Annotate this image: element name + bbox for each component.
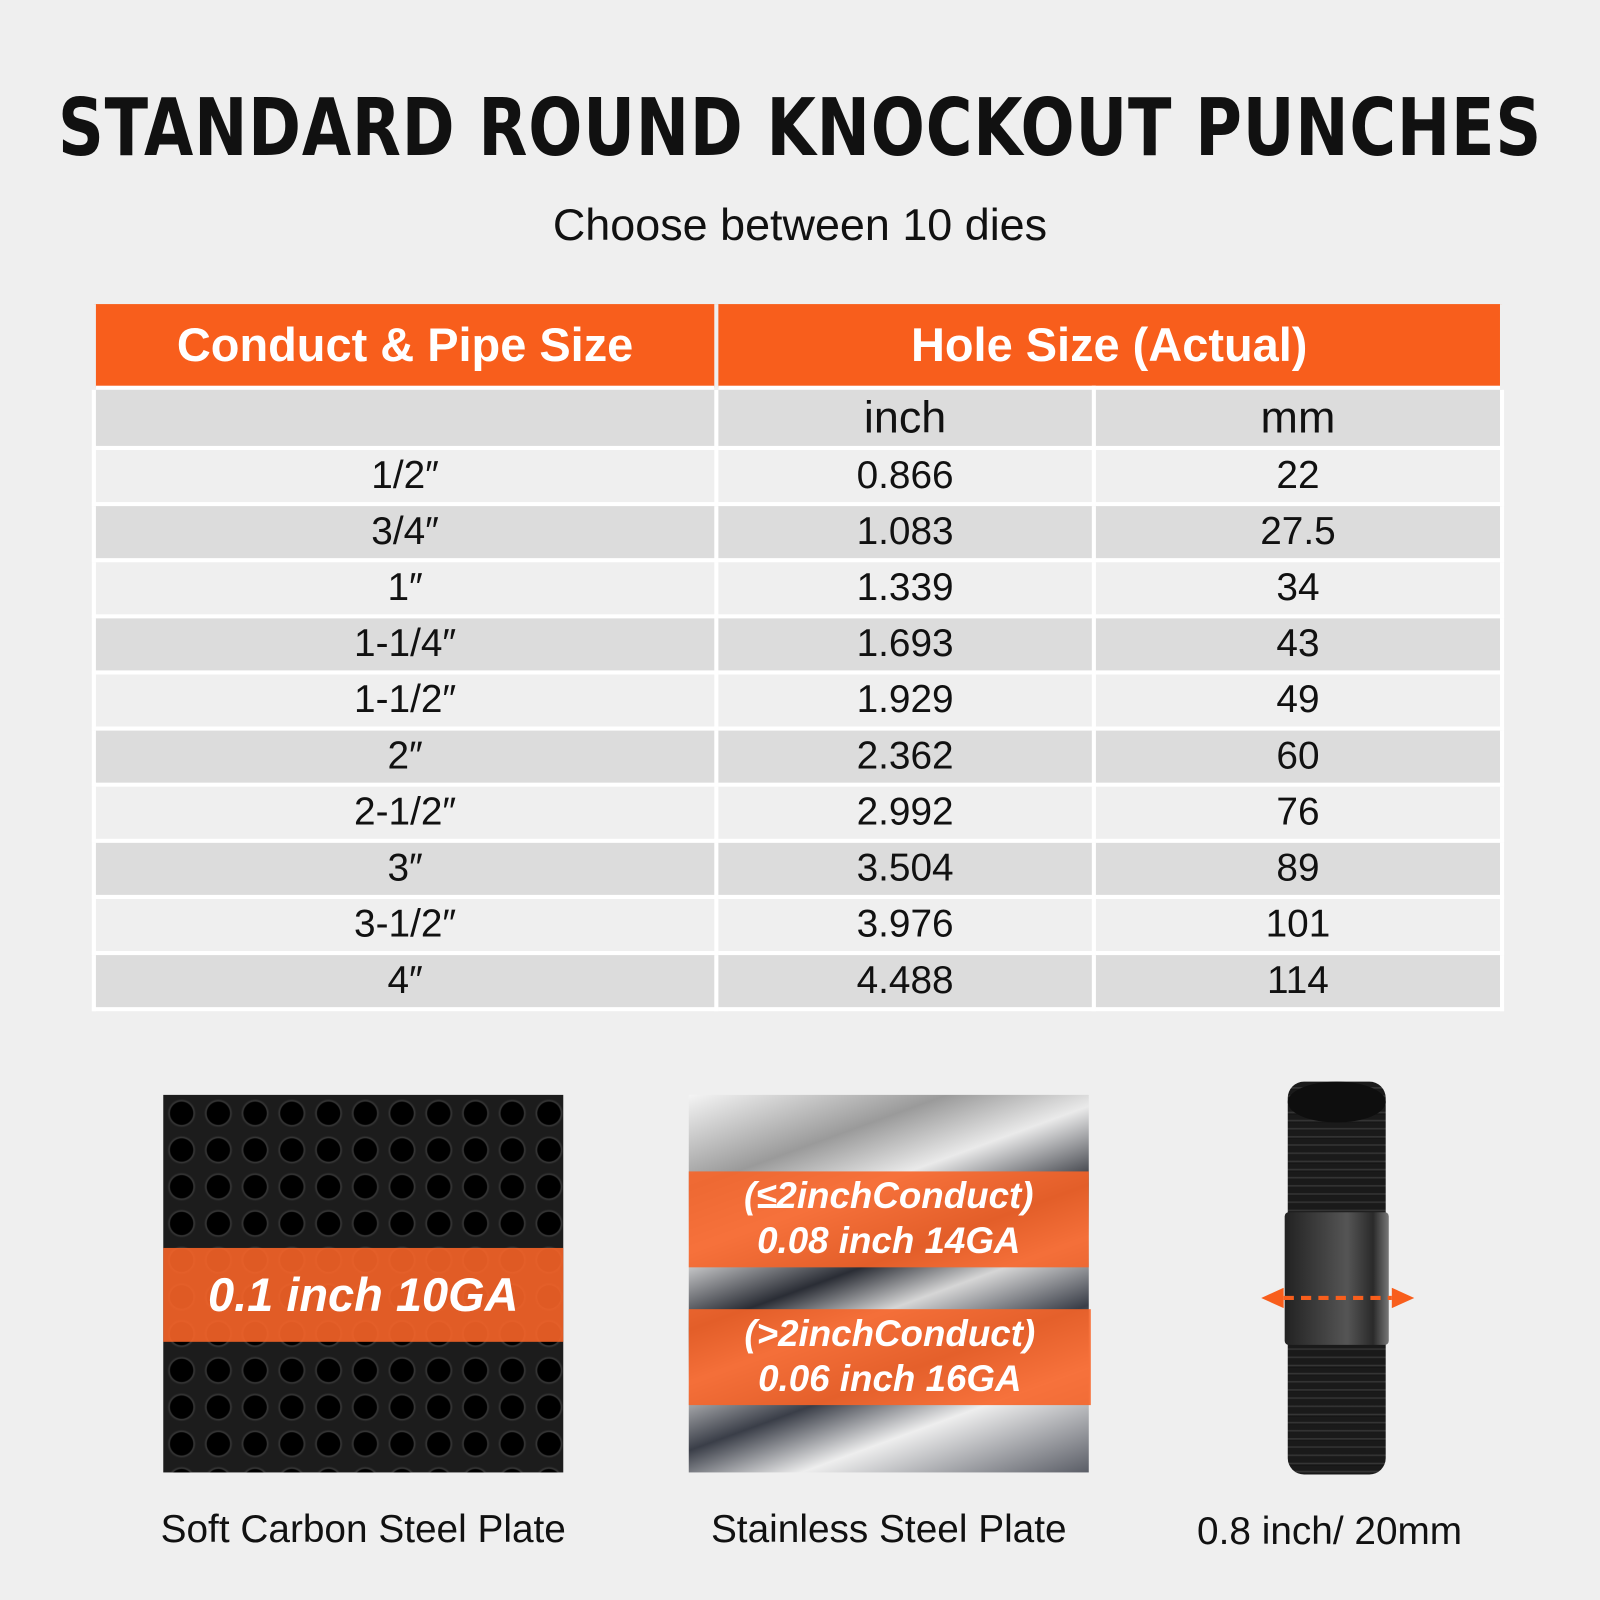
page-title: STANDARD ROUND KNOCKOUT PUNCHES (57, 82, 1542, 175)
inch-cell: 2.362 (714, 726, 1096, 787)
mm-cell: 43 (1091, 614, 1505, 675)
inch-cell: 0.866 (714, 445, 1096, 507)
inch-cell: 1.693 (714, 614, 1096, 675)
pipe-size-cell: 1/2″ (91, 445, 719, 507)
table-row: 4″ 4.488 114 (91, 951, 1505, 1012)
subheader-row: inch mm (91, 385, 1505, 450)
size-table: Conduct & Pipe Size Hole Size (Actual) i… (91, 304, 1505, 1012)
condition-label: (>2inchConduct) (744, 1312, 1036, 1355)
table-row: 1/2″ 0.866 22 (91, 445, 1505, 507)
mm-cell: 76 (1091, 782, 1505, 843)
table-row: 1-1/4″ 1.693 43 (91, 614, 1505, 675)
table-row: 1″ 1.339 34 (91, 558, 1505, 619)
inch-cell: 1.083 (714, 502, 1096, 563)
thickness-value: 0.06 inch 16GA (758, 1357, 1022, 1399)
pipe-size-cell: 3/4″ (91, 502, 719, 563)
inch-cell: 3.504 (714, 838, 1096, 899)
mm-cell: 34 (1091, 558, 1505, 619)
thickness-value: 0.08 inch 14GA (757, 1219, 1021, 1262)
caption-carbon-steel: Soft Carbon Steel Plate (160, 1508, 566, 1552)
inch-cell: 1.929 (714, 670, 1096, 731)
pipe-size-cell: 2-1/2″ (91, 782, 719, 843)
caption-stud-size: 0.8 inch/ 20mm (1197, 1510, 1463, 1554)
subheader-blank (91, 385, 719, 450)
pipe-size-cell: 4″ (91, 951, 719, 1012)
diameter-arrow-icon (1261, 1287, 1415, 1309)
condition-label: (≤2inchConduct) (743, 1174, 1034, 1217)
subheader-mm: mm (1091, 385, 1505, 450)
pipe-size-cell: 3″ (91, 838, 719, 899)
subheader-inch: inch (714, 385, 1096, 450)
table-row: 1-1/2″ 1.929 49 (91, 670, 1505, 731)
mm-cell: 27.5 (1091, 502, 1505, 563)
header-hole-size: Hole Size (Actual) (714, 304, 1505, 388)
pipe-size-cell: 1-1/4″ (91, 614, 719, 675)
mm-cell: 60 (1091, 726, 1505, 787)
pipe-size-cell: 1″ (91, 558, 719, 619)
stud-top (1287, 1081, 1386, 1123)
inch-cell: 3.976 (714, 894, 1096, 956)
mm-cell: 49 (1091, 670, 1505, 731)
caption-stainless-steel: Stainless Steel Plate (710, 1508, 1067, 1552)
mm-cell: 101 (1091, 894, 1505, 956)
mm-cell: 114 (1091, 951, 1505, 1012)
inch-cell: 4.488 (714, 951, 1096, 1012)
carbon-steel-plate-image: 0.1 inch 10GA (163, 1094, 564, 1473)
subtitle: Choose between 10 dies (552, 199, 1048, 250)
table-row: 3-1/2″ 3.976 101 (91, 894, 1505, 956)
stud-collar (1284, 1212, 1389, 1345)
mm-cell: 89 (1091, 838, 1505, 899)
thickness-label: 0.1 inch 10GA (163, 1247, 564, 1342)
table-row: 2-1/2″ 2.992 76 (91, 782, 1505, 843)
inch-cell: 1.339 (714, 558, 1096, 619)
pipe-size-cell: 3-1/2″ (91, 894, 719, 956)
mm-cell: 22 (1091, 445, 1505, 507)
header-pipe-size: Conduct & Pipe Size (91, 304, 719, 388)
table-row: 3″ 3.504 89 (91, 838, 1505, 899)
thickness-label-small: (≤2inchConduct) 0.08 inch 14GA (688, 1171, 1089, 1268)
stainless-steel-image: (≤2inchConduct) 0.08 inch 14GA (>2inchCo… (688, 1094, 1091, 1473)
draw-stud-image (1284, 1081, 1389, 1475)
table-row: 2″ 2.362 60 (91, 726, 1505, 787)
inch-cell: 2.992 (714, 782, 1096, 843)
pipe-size-cell: 2″ (91, 726, 719, 787)
table-row: 3/4″ 1.083 27.5 (91, 502, 1505, 563)
pipe-size-cell: 1-1/2″ (91, 670, 719, 731)
thickness-label-large: (>2inchConduct) 0.06 inch 16GA (688, 1309, 1091, 1406)
